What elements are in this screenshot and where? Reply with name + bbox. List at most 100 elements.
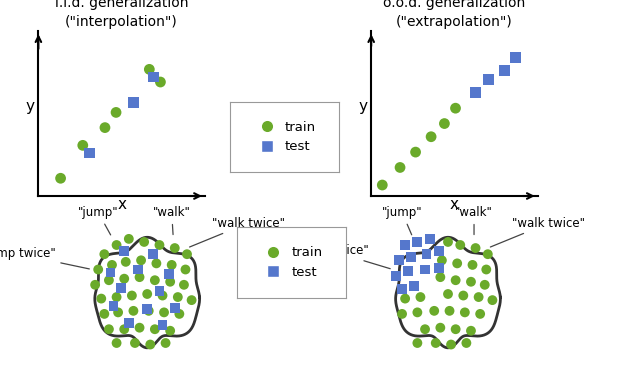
Point [159, 309, 169, 316]
Point [484, 76, 494, 83]
Point [186, 297, 196, 303]
Point [479, 282, 490, 288]
Point [133, 267, 143, 273]
Point [93, 267, 103, 273]
Point [111, 340, 122, 346]
Point [96, 296, 106, 302]
Point [154, 288, 164, 294]
Point [119, 248, 129, 254]
Point [143, 308, 154, 314]
Point [400, 242, 410, 248]
Point [483, 251, 493, 257]
Point [510, 54, 520, 61]
Point [451, 277, 461, 283]
Text: "jump twice": "jump twice" [0, 247, 90, 269]
Point [444, 308, 454, 314]
Point [460, 309, 470, 316]
Point [151, 260, 161, 267]
Point [420, 326, 430, 332]
Point [139, 239, 149, 245]
Point [104, 277, 114, 283]
Point [434, 248, 444, 254]
Point [455, 242, 465, 248]
Point [412, 340, 422, 346]
Point [56, 175, 66, 181]
Point [107, 262, 117, 268]
Point [394, 257, 404, 263]
Point [119, 326, 129, 332]
Point [163, 271, 173, 277]
Point [434, 265, 444, 271]
Point [451, 326, 461, 332]
Point [157, 292, 168, 299]
Point [134, 274, 145, 280]
Point [173, 294, 183, 300]
Point [391, 272, 401, 279]
Point [397, 311, 407, 317]
Point [424, 236, 435, 242]
Point [119, 276, 129, 282]
Point [116, 285, 126, 291]
Point [84, 150, 95, 156]
Point [487, 297, 497, 303]
X-axis label: x: x [450, 198, 459, 212]
Point [111, 242, 122, 248]
Point [400, 296, 410, 302]
Point [148, 251, 159, 257]
Point [144, 66, 154, 73]
Point [99, 311, 109, 317]
Point [142, 306, 152, 312]
Point [436, 257, 447, 263]
Text: "jump": "jump" [78, 206, 118, 235]
Point [470, 245, 481, 251]
Point [412, 309, 422, 316]
Point [415, 294, 426, 300]
Point [179, 282, 189, 288]
Point [443, 239, 453, 245]
Point [108, 303, 118, 309]
Point [99, 251, 109, 257]
Point [106, 269, 116, 276]
Point [439, 120, 449, 127]
Point [165, 328, 175, 334]
Point [452, 260, 462, 267]
Point [142, 291, 152, 297]
Point [161, 340, 171, 346]
Point [467, 262, 477, 268]
Point [121, 259, 131, 265]
Point [170, 305, 180, 311]
Point [77, 142, 88, 149]
Point [466, 279, 476, 285]
Point [182, 251, 192, 257]
Point [165, 279, 175, 285]
Point [150, 326, 160, 332]
Title: o.o.d. generalization
("extrapolation"): o.o.d. generalization ("extrapolation") [383, 0, 525, 29]
Point [443, 291, 453, 297]
Point [130, 340, 140, 346]
Point [124, 236, 134, 242]
Legend: train, test: train, test [251, 118, 319, 156]
Title: i.i.d. generalization
("interpolation"): i.i.d. generalization ("interpolation") [55, 0, 188, 29]
Point [481, 267, 492, 273]
Text: "walk": "walk" [153, 206, 191, 234]
Text: "jump": "jump" [381, 206, 422, 235]
Point [136, 257, 146, 263]
Point [412, 239, 422, 245]
Point [128, 308, 138, 314]
X-axis label: x: x [117, 198, 126, 212]
Point [446, 341, 456, 348]
Y-axis label: y: y [26, 99, 35, 114]
Point [429, 308, 439, 314]
Point [145, 341, 156, 348]
Point [134, 325, 145, 331]
Point [406, 254, 417, 260]
Point [113, 309, 124, 316]
Point [148, 74, 159, 80]
Point [180, 267, 191, 273]
Point [422, 251, 432, 257]
Point [111, 109, 121, 116]
Point [435, 274, 445, 280]
Point [466, 328, 476, 334]
Text: "jump twice": "jump twice" [292, 244, 390, 269]
Point [474, 294, 484, 300]
